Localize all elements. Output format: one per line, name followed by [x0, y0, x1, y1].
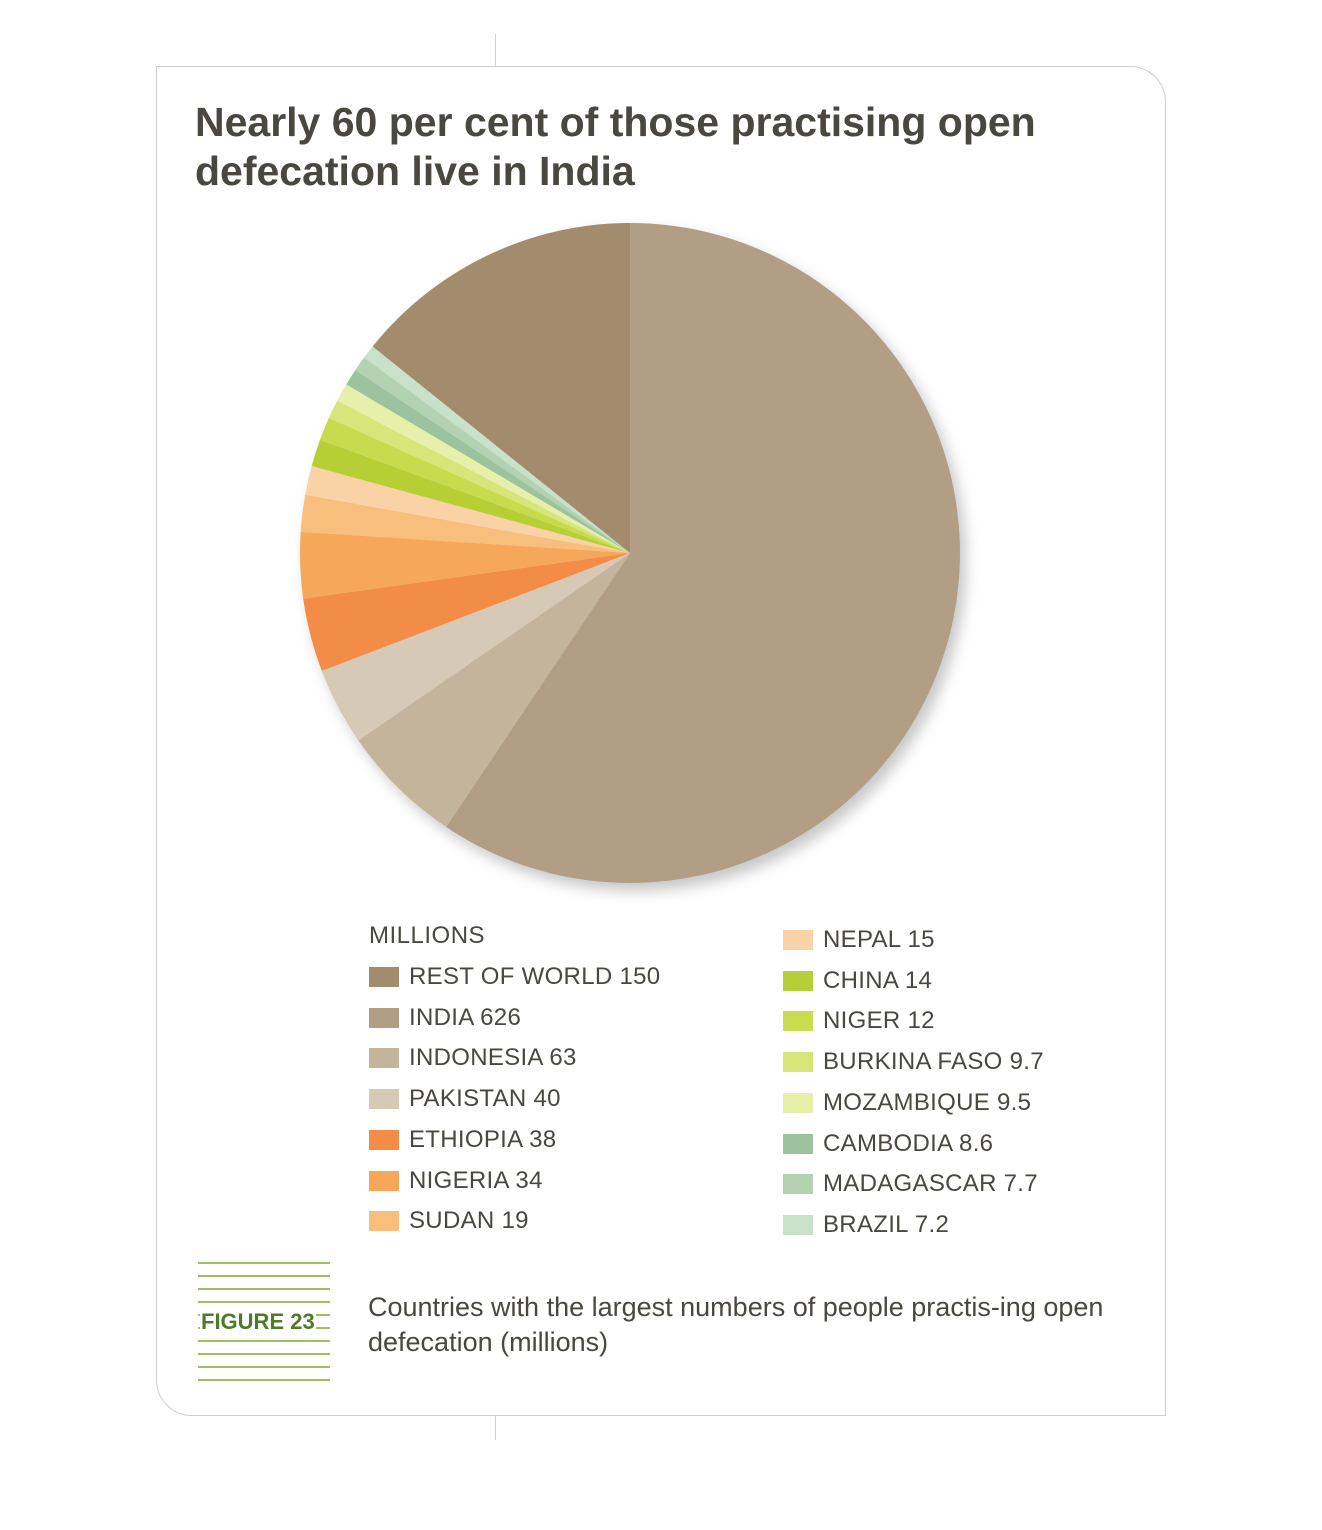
- legend-swatch: [783, 1011, 813, 1032]
- crop-mark-bottom: [495, 1416, 496, 1440]
- legend-item-cambodia: CAMBODIA 8.6: [783, 1130, 993, 1158]
- legend-item-nepal: NEPAL 15: [783, 926, 935, 954]
- pie-slice-madagascar: [355, 357, 630, 553]
- legend-item-niger: NIGER 12: [783, 1007, 935, 1035]
- figure-caption: Countries with the largest numbers of pe…: [368, 1292, 1104, 1357]
- legend-label: BRAZIL 7.2: [823, 1210, 950, 1238]
- legend-label: PAKISTAN 40: [409, 1085, 561, 1113]
- legend-swatch: [369, 1170, 399, 1191]
- legend-item-india: INDIA 626: [369, 1004, 521, 1032]
- crop-mark-top: [495, 34, 496, 66]
- legend-item-ethiopia: ETHIOPIA 38: [369, 1126, 556, 1154]
- legend-swatch: [369, 1129, 399, 1150]
- legend-item-nigeria: NIGERIA 34: [369, 1167, 543, 1195]
- pie-slice-mozambique: [337, 384, 630, 553]
- pie-slice-nigeria: [299, 531, 630, 599]
- pie-slice-nepal: [305, 466, 630, 553]
- legend-swatch: [369, 1048, 399, 1069]
- chart-title: Nearly 60 per cent of those practising o…: [195, 99, 1036, 194]
- legend-label: REST OF WORLD 150: [409, 963, 661, 990]
- pie-slice-rest-of-world: [372, 223, 630, 553]
- legend-item-mozambique: MOZAMBIQUE 9.5: [783, 1089, 1031, 1117]
- pie-slice-indonesia: [358, 553, 630, 827]
- pie-slice-cambodia: [346, 370, 630, 553]
- legend-item-madagascar: MADAGASCAR 7.7: [783, 1170, 1038, 1198]
- legend-label: CAMBODIA 8.6: [823, 1129, 994, 1157]
- legend-item-sudan: SUDAN 19: [369, 1207, 529, 1235]
- pie-slice-china: [311, 439, 630, 553]
- legend-label: ETHIOPIA 38: [409, 1125, 557, 1153]
- pie-chart: [299, 223, 961, 883]
- legend-label: NIGERIA 34: [409, 1166, 543, 1194]
- legend-label: INDONESIA 63: [409, 1044, 577, 1072]
- pie-slices: [299, 223, 961, 883]
- legend-label: NIGER 12: [823, 1007, 935, 1035]
- legend-item-brazil: BRAZIL 7.2: [783, 1211, 949, 1239]
- legend-swatch: [783, 1092, 813, 1113]
- legend-swatch: [369, 1211, 399, 1232]
- legend-swatch: [369, 1089, 399, 1110]
- pie-slice-brazil: [364, 346, 630, 553]
- figure-number: FIGURE 23: [200, 1308, 316, 1336]
- legend-item-pakistan: PAKISTAN 40: [369, 1085, 561, 1113]
- legend-label: BURKINA FASO 9.7: [823, 1048, 1044, 1076]
- pie-slice-niger: [320, 417, 630, 553]
- legend-label: MADAGASCAR 7.7: [823, 1170, 1038, 1198]
- pie-slice-pakistan: [321, 553, 630, 741]
- pie-slice-sudan: [300, 494, 630, 553]
- legend-item-indonesia: INDONESIA 63: [369, 1044, 577, 1072]
- legend-swatch: [369, 967, 399, 987]
- legend-swatch: [783, 1052, 813, 1073]
- legend-swatch: [783, 1214, 813, 1235]
- legend-label: INDIA 626: [409, 1003, 522, 1031]
- legend-swatch: [783, 1133, 813, 1154]
- legend-swatch: [783, 1174, 813, 1195]
- legend-item-burkina-faso: BURKINA FASO 9.7: [783, 1048, 1044, 1076]
- legend-label: NEPAL 15: [823, 926, 935, 953]
- legend-label: MOZAMBIQUE 9.5: [823, 1088, 1032, 1116]
- legend-swatch: [783, 930, 813, 950]
- legend-heading: MILLIONS: [369, 922, 486, 949]
- legend-item-rest-of-world: REST OF WORLD 150: [369, 963, 660, 991]
- legend-swatch: [783, 970, 813, 991]
- legend-label: SUDAN 19: [409, 1207, 529, 1235]
- pie-slice-burkina-faso: [328, 400, 630, 553]
- legend-label: CHINA 14: [823, 966, 933, 994]
- legend-item-china: CHINA 14: [783, 967, 932, 995]
- pie-slice-india: [446, 223, 961, 883]
- legend-swatch: [369, 1007, 399, 1028]
- pie-slice-ethiopia: [303, 553, 630, 671]
